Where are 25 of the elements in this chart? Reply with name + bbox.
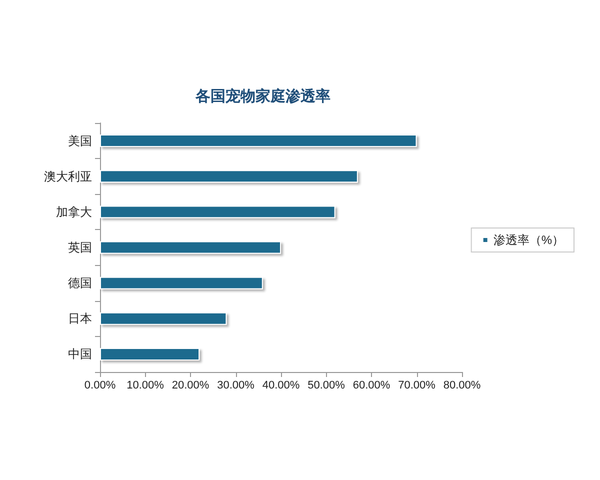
x-tick-label: 20.00% — [172, 380, 210, 392]
bar — [100, 312, 227, 325]
x-tick-label: 80.00% — [443, 380, 481, 392]
bar — [100, 134, 417, 148]
bar — [100, 170, 358, 183]
y-tick-label: 美国 — [68, 134, 92, 148]
y-tick-label: 英国 — [68, 240, 92, 254]
x-tick-label: 0.00% — [84, 380, 116, 392]
x-tick-label: 40.00% — [262, 380, 300, 392]
chart-title: 各国宠物家庭渗透率 — [194, 87, 330, 105]
x-tick-label: 70.00% — [398, 380, 436, 392]
bar — [100, 241, 281, 254]
y-tick-label: 澳大利亚 — [44, 169, 92, 184]
bar — [100, 206, 336, 218]
y-tick-label: 德国 — [68, 276, 92, 290]
x-tick-label: 60.00% — [352, 380, 390, 392]
x-tick-label: 10.00% — [126, 380, 164, 392]
x-tick-label: 30.00% — [217, 380, 255, 392]
y-tick-label: 日本 — [68, 312, 92, 326]
x-tick-label: 50.00% — [308, 380, 346, 392]
legend-label: 渗透率（%） — [493, 233, 564, 247]
y-tick-label: 加拿大 — [56, 204, 92, 219]
y-tick-label: 中国 — [68, 347, 92, 362]
bar — [100, 348, 200, 360]
bar — [100, 276, 263, 290]
